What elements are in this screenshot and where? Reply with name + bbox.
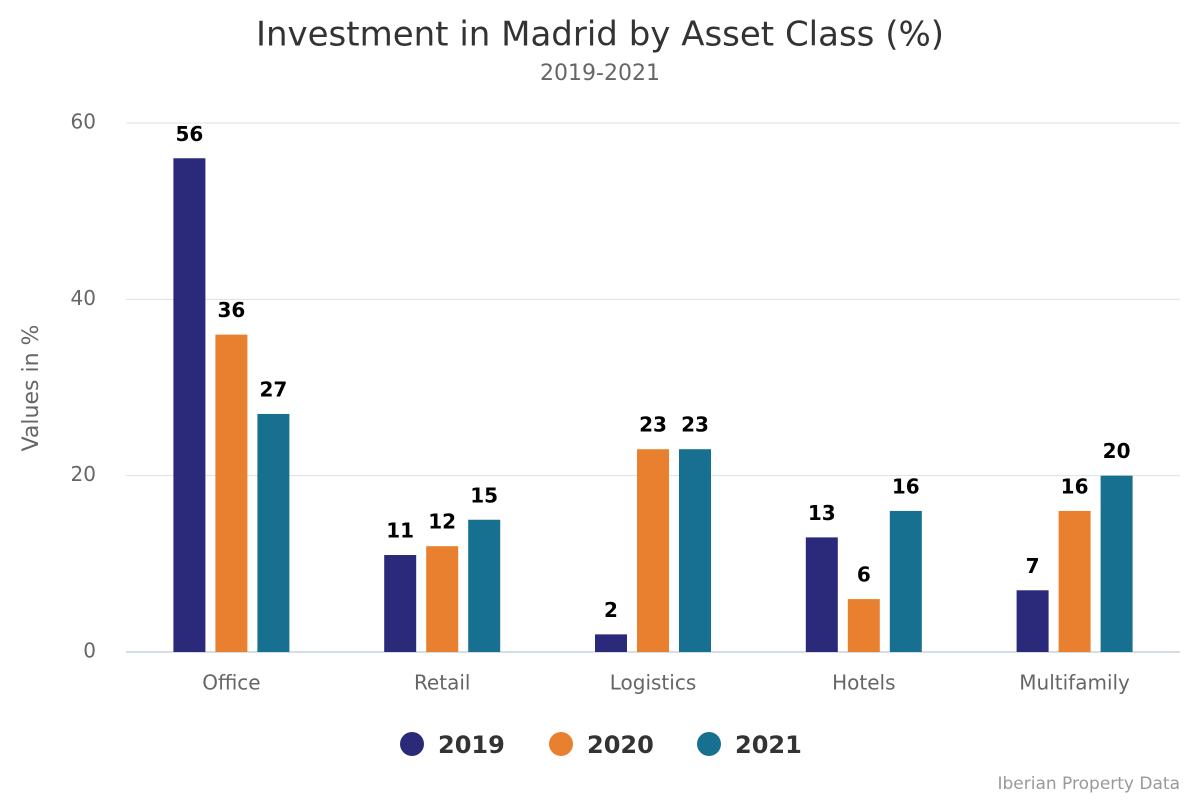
legend-label: 2019 (438, 731, 505, 759)
x-tick-label: Hotels (832, 671, 895, 695)
data-label: 16 (1061, 474, 1089, 498)
data-label: 13 (808, 501, 836, 525)
chart-subtitle: 2019-2021 (540, 61, 660, 86)
y-tick-label: 40 (71, 286, 96, 310)
data-label: 15 (470, 483, 498, 507)
bar (426, 546, 459, 652)
data-label: 36 (217, 298, 245, 322)
data-label: 12 (428, 510, 456, 534)
chart-title: Investment in Madrid by Asset Class (%) (256, 15, 944, 55)
y-tick-label: 0 (83, 639, 96, 663)
x-tick-label: Logistics (610, 671, 697, 695)
legend-swatch (697, 732, 721, 756)
bar (637, 449, 669, 652)
bar (805, 537, 838, 652)
bar (1058, 510, 1091, 652)
legend-label: 2021 (735, 731, 802, 759)
bar (384, 555, 417, 652)
data-label: 20 (1103, 439, 1131, 463)
legend-swatch (549, 732, 573, 756)
bar (847, 599, 880, 652)
legend-swatch (400, 732, 424, 756)
x-tick-label: Office (202, 671, 260, 695)
bar (215, 334, 248, 652)
source-note: Iberian Property Data (997, 774, 1180, 794)
y-axis-label: Values in % (19, 325, 44, 452)
data-label: 2 (604, 598, 618, 622)
data-label: 11 (386, 519, 414, 543)
bar (595, 634, 627, 652)
bar (889, 510, 922, 652)
legend-label: 2020 (587, 731, 654, 759)
data-label: 23 (639, 413, 667, 437)
bar (1100, 475, 1133, 652)
data-label: 16 (892, 474, 920, 498)
data-label: 6 (857, 563, 871, 587)
bar (1016, 590, 1049, 652)
y-tick-label: 20 (71, 462, 96, 486)
bar (173, 158, 206, 652)
data-label: 27 (259, 377, 287, 401)
x-tick-label: Multifamily (1019, 671, 1130, 695)
bar (257, 413, 290, 652)
data-label: 23 (681, 413, 709, 437)
y-tick-label: 60 (71, 110, 96, 134)
x-tick-label: Retail (414, 671, 471, 695)
bar (679, 449, 711, 652)
bar (468, 519, 501, 652)
data-label: 7 (1026, 554, 1040, 578)
data-label: 56 (175, 122, 203, 146)
